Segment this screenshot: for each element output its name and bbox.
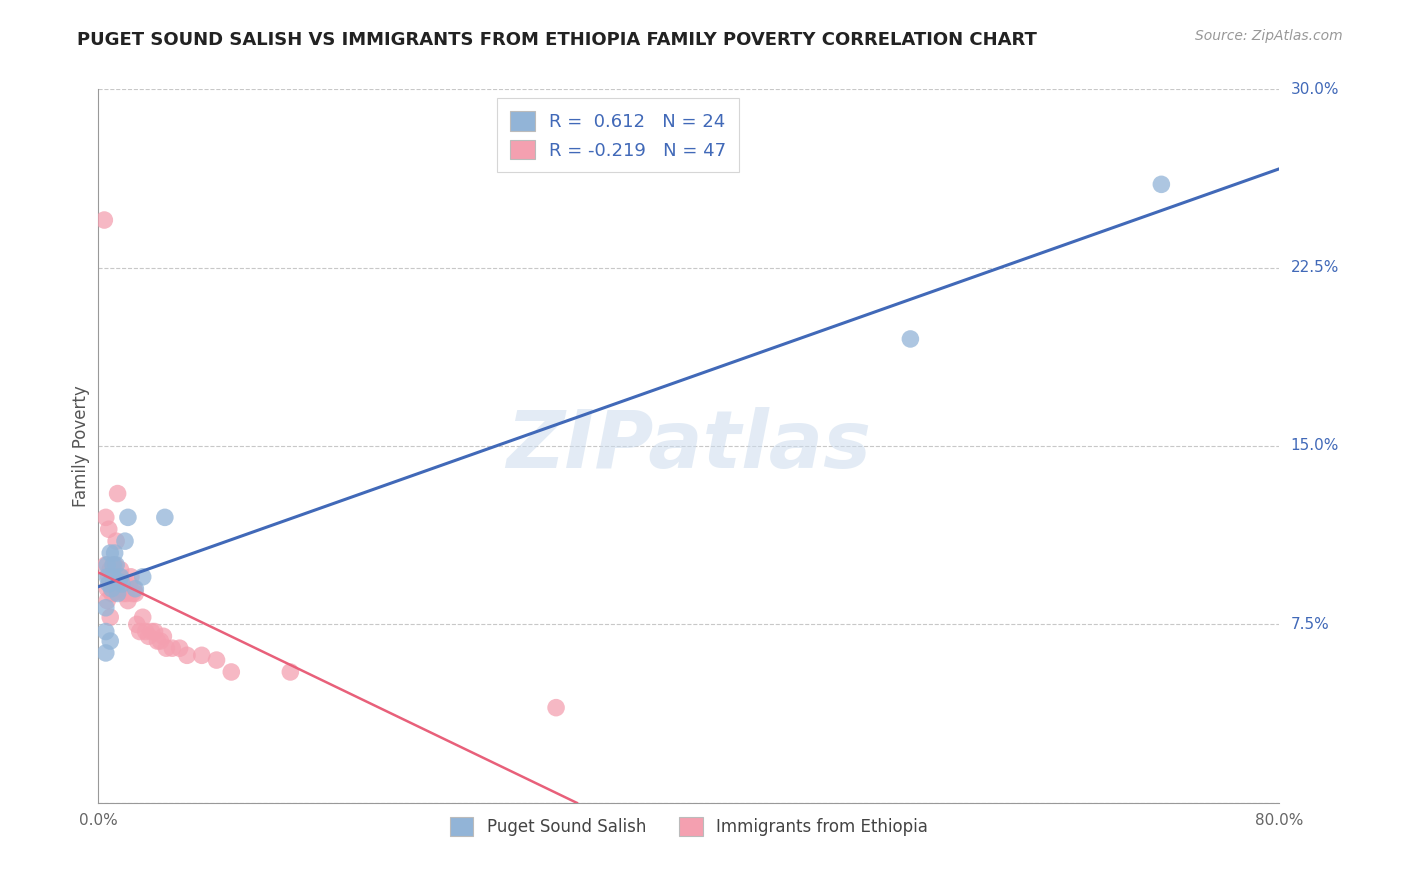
Point: [96, 593, 118, 607]
Text: 22.5%: 22.5%: [1291, 260, 1339, 275]
Point: [103, 558, 125, 572]
Point: [110, 563, 132, 577]
Point: [103, 586, 125, 600]
Point: [112, 586, 135, 600]
Text: ZIPatlas: ZIPatlas: [506, 407, 872, 485]
Point: [100, 586, 122, 600]
Point: [125, 617, 148, 632]
Point: [110, 570, 132, 584]
Point: [153, 510, 176, 524]
Point: [124, 582, 146, 596]
Point: [280, 665, 302, 679]
Point: [94, 558, 117, 572]
Point: [107, 586, 129, 600]
Point: [105, 534, 128, 549]
Text: 7.5%: 7.5%: [1291, 617, 1329, 632]
Point: [98, 634, 121, 648]
Point: [205, 653, 228, 667]
Point: [117, 510, 139, 524]
Point: [94, 646, 117, 660]
Point: [97, 570, 120, 584]
Point: [132, 610, 155, 624]
Point: [103, 558, 125, 572]
Point: [93, 213, 115, 227]
Point: [169, 641, 191, 656]
Point: [104, 546, 127, 560]
Text: PUGET SOUND SALISH VS IMMIGRANTS FROM ETHIOPIA FAMILY POVERTY CORRELATION CHART: PUGET SOUND SALISH VS IMMIGRANTS FROM ET…: [77, 31, 1038, 49]
Point: [900, 332, 922, 346]
Point: [121, 586, 143, 600]
Point: [114, 534, 136, 549]
Point: [108, 570, 131, 584]
Point: [105, 558, 128, 572]
Point: [135, 624, 157, 639]
Point: [115, 586, 138, 600]
Point: [149, 634, 172, 648]
Point: [162, 641, 183, 656]
Point: [141, 624, 163, 639]
Point: [98, 563, 121, 577]
Point: [122, 582, 145, 596]
Point: [111, 577, 134, 591]
Y-axis label: Family Poverty: Family Poverty: [72, 385, 90, 507]
Point: [155, 641, 177, 656]
Point: [117, 593, 139, 607]
Point: [546, 700, 568, 714]
Text: 30.0%: 30.0%: [1291, 82, 1339, 96]
Point: [100, 582, 122, 596]
Point: [124, 586, 146, 600]
Point: [94, 624, 117, 639]
Point: [94, 600, 117, 615]
Point: [96, 558, 118, 572]
Point: [97, 577, 120, 591]
Point: [103, 570, 125, 584]
Point: [110, 582, 132, 596]
Point: [128, 624, 150, 639]
Point: [107, 486, 129, 500]
Text: 15.0%: 15.0%: [1291, 439, 1339, 453]
Point: [94, 510, 117, 524]
Point: [108, 574, 131, 589]
Point: [96, 570, 118, 584]
Point: [152, 629, 174, 643]
Point: [98, 610, 121, 624]
Point: [143, 624, 166, 639]
Point: [111, 577, 134, 591]
Point: [221, 665, 243, 679]
Point: [191, 648, 214, 663]
Point: [114, 577, 136, 591]
Legend: Puget Sound Salish, Immigrants from Ethiopia: Puget Sound Salish, Immigrants from Ethi…: [441, 809, 936, 845]
Text: Source: ZipAtlas.com: Source: ZipAtlas.com: [1195, 29, 1343, 43]
Point: [1150, 178, 1173, 192]
Point: [176, 648, 198, 663]
Point: [96, 582, 118, 596]
Point: [118, 577, 141, 591]
Point: [97, 522, 120, 536]
Point: [132, 570, 155, 584]
Point: [104, 558, 127, 572]
Point: [98, 546, 121, 560]
Point: [120, 570, 142, 584]
Point: [146, 634, 169, 648]
Point: [138, 629, 160, 643]
